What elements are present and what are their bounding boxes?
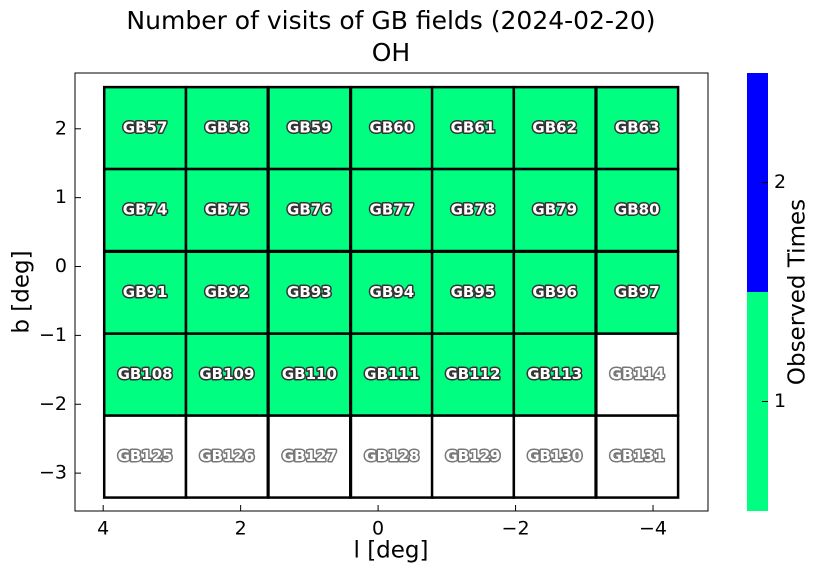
field-label: GB109 (199, 365, 254, 383)
field-cell (595, 167, 680, 253)
field-label: GB129 (445, 447, 500, 465)
field-label: GB130 (527, 447, 582, 465)
y-tick-label: −2 (39, 393, 67, 415)
field-cell (102, 85, 188, 171)
y-tick-label: 0 (55, 255, 67, 277)
field-label: GB111 (364, 365, 419, 383)
field-label: GB57 (123, 119, 168, 137)
field-label: GB108 (118, 365, 173, 383)
field-label: GB113 (527, 365, 582, 383)
colorbar-segment (747, 73, 768, 292)
x-tick-label: −4 (639, 518, 667, 540)
field-label: GB77 (370, 201, 415, 219)
field-label: GB61 (451, 119, 496, 137)
chart-title: Number of visits of GB fields (2024-02-2… (126, 6, 655, 35)
field-cell (267, 414, 352, 499)
field-label: GB74 (123, 201, 168, 219)
field-label: GB92 (205, 283, 250, 301)
field-label: GB128 (364, 447, 419, 465)
field-cell (430, 167, 516, 253)
field-label: GB59 (287, 119, 332, 137)
field-label: GB93 (287, 283, 332, 301)
y-axis-label: b [deg] (9, 250, 35, 333)
y-tick-label: 1 (55, 186, 67, 208)
x-axis-label: l [deg] (354, 538, 429, 564)
field-cell (512, 332, 597, 417)
field-label: GB60 (370, 119, 415, 137)
colorbar-label: Observed Times (785, 199, 811, 385)
field-label: GB91 (123, 283, 168, 301)
field-cell (102, 414, 188, 499)
field-label: GB75 (205, 201, 250, 219)
field-label: GB62 (532, 119, 577, 137)
x-tick-label: 4 (97, 518, 109, 540)
field-cell (184, 250, 270, 335)
field-label: GB125 (118, 447, 173, 465)
colorbar-tick-label: 1 (774, 390, 786, 412)
field-label: GB96 (532, 283, 577, 301)
field-label: GB127 (282, 447, 337, 465)
field-label: GB58 (205, 119, 250, 137)
field-cell (595, 414, 680, 499)
field-label: GB94 (370, 283, 415, 301)
field-cell (184, 332, 270, 417)
field-cell (102, 167, 188, 253)
field-label: GB95 (451, 283, 496, 301)
colorbar-segment (747, 292, 768, 511)
field-cell (512, 250, 597, 335)
field-cell (595, 250, 680, 335)
field-label: GB97 (615, 283, 660, 301)
field-cell (267, 250, 352, 335)
field-cell (267, 167, 352, 253)
field-label: GB78 (451, 201, 496, 219)
field-label: GB114 (610, 365, 665, 383)
field-cell (184, 85, 270, 171)
field-cell (512, 85, 597, 171)
x-tick-label: 0 (372, 518, 384, 540)
field-label: GB126 (199, 447, 254, 465)
field-label: GB80 (615, 201, 660, 219)
field-cell (102, 332, 188, 417)
field-label: GB63 (615, 119, 660, 137)
y-tick-label: 2 (55, 117, 67, 139)
field-label: GB110 (282, 365, 337, 383)
y-tick-label: −1 (39, 324, 67, 346)
field-label: GB79 (532, 201, 577, 219)
field-cell (430, 250, 516, 335)
y-tick-label: −3 (39, 462, 67, 484)
field-label: GB76 (287, 201, 332, 219)
plot-frame (74, 72, 709, 512)
field-cell (512, 414, 597, 499)
x-tick-label: 2 (235, 518, 247, 540)
chart-subtitle: OH (372, 38, 410, 67)
field-label: GB112 (445, 365, 500, 383)
field-label: GB131 (610, 447, 665, 465)
x-tick-label: −2 (502, 518, 530, 540)
colorbar-tick-label: 2 (774, 171, 786, 193)
